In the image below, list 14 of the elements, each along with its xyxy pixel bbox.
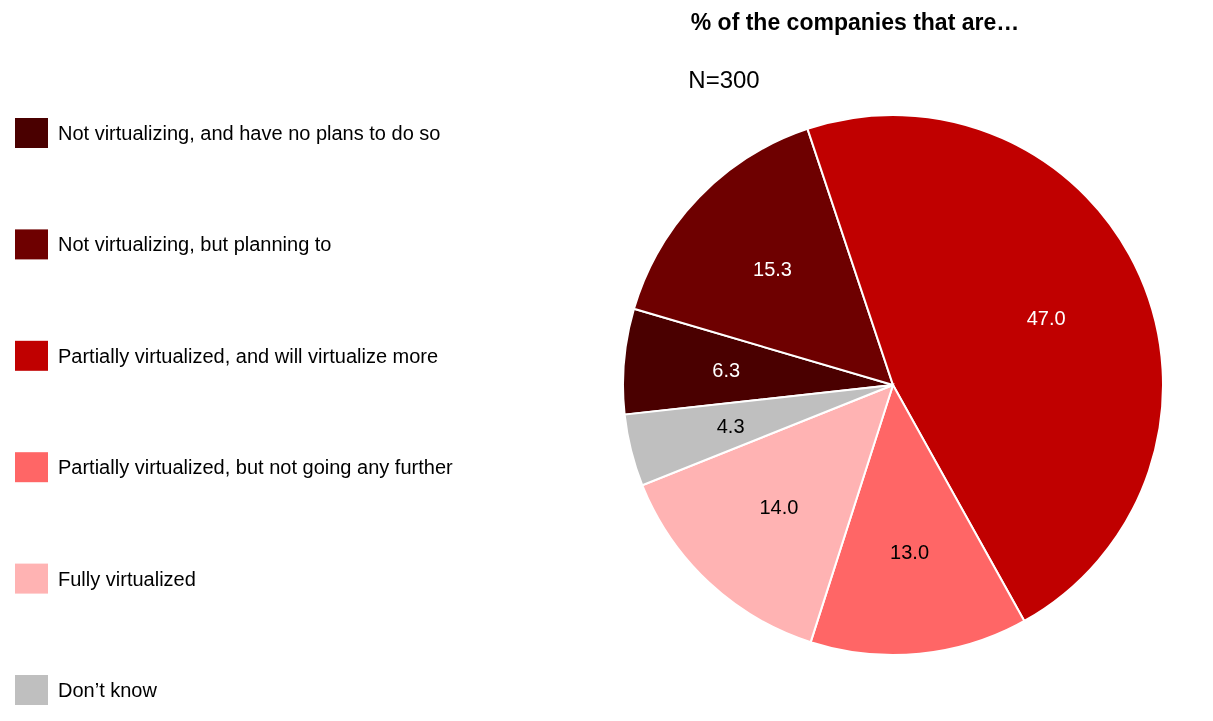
legend-label: Partially virtualized, but not going any further xyxy=(58,456,453,479)
legend-label: Not virtualizing, and have no plans to do so xyxy=(58,122,441,144)
data-label: 14.0 xyxy=(759,496,799,519)
data-label: 4.3 xyxy=(716,414,745,437)
data-label: 15.3 xyxy=(753,257,792,280)
chart-title: % of the companies that are… xyxy=(690,9,1020,35)
legend-label: Partially virtualized, and will virtualize more xyxy=(58,344,439,367)
legend-label: Fully virtualized xyxy=(58,567,196,590)
legend-label: Not virtualizing, but planning to xyxy=(58,233,332,256)
data-label: 13.0 xyxy=(890,540,930,563)
text: N=300 xyxy=(688,66,760,93)
data-label: 47.0 xyxy=(1026,306,1066,329)
data-label: 6.3 xyxy=(712,359,741,382)
legend-label: Don’t know xyxy=(58,679,158,701)
